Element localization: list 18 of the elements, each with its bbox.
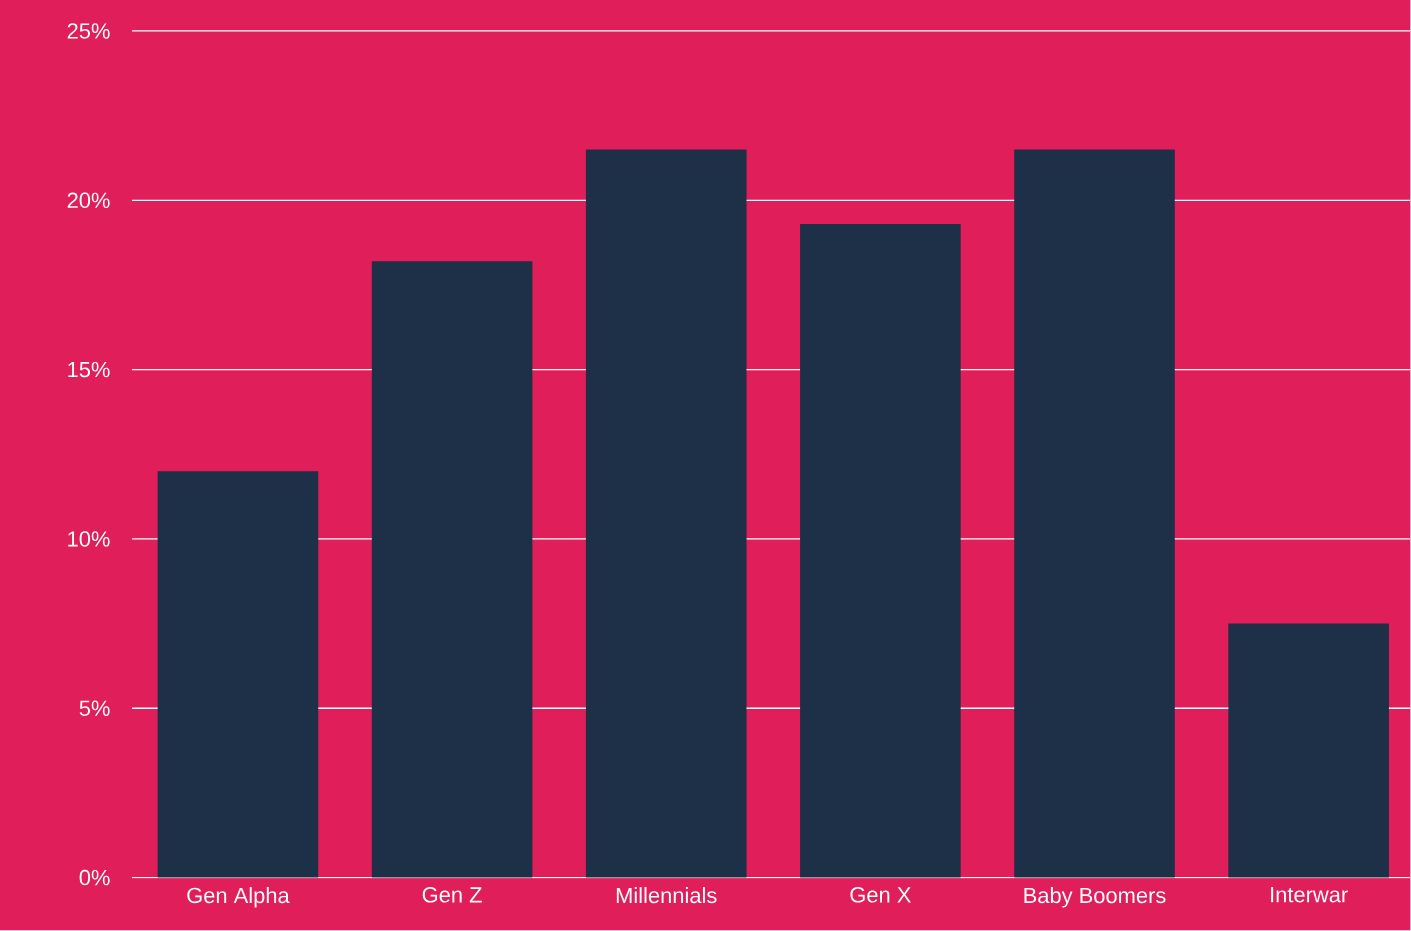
bar	[371, 261, 533, 878]
y-tick-label: 15%	[68, 362, 110, 378]
x-tick-label: Gen Z	[422, 887, 482, 903]
bar	[585, 149, 747, 878]
x-tick-label: Gen X	[850, 887, 911, 903]
x-tick-label: Interwar	[1271, 887, 1348, 903]
x-tick-label: Millennials	[616, 887, 717, 904]
bar	[1228, 623, 1389, 878]
bar	[157, 471, 319, 878]
bar	[800, 224, 961, 878]
bar	[1014, 149, 1175, 878]
y-tick-label: 0%	[79, 870, 110, 886]
y-tick-label: 25%	[67, 23, 110, 39]
x-tick-label: Gen Alpha	[187, 887, 290, 908]
y-tick-label: 5%	[79, 700, 110, 717]
y-tick-label: 10%	[68, 531, 110, 547]
y-tick-label: 20%	[67, 192, 110, 209]
x-tick-label: Baby Boomers	[1024, 887, 1166, 908]
